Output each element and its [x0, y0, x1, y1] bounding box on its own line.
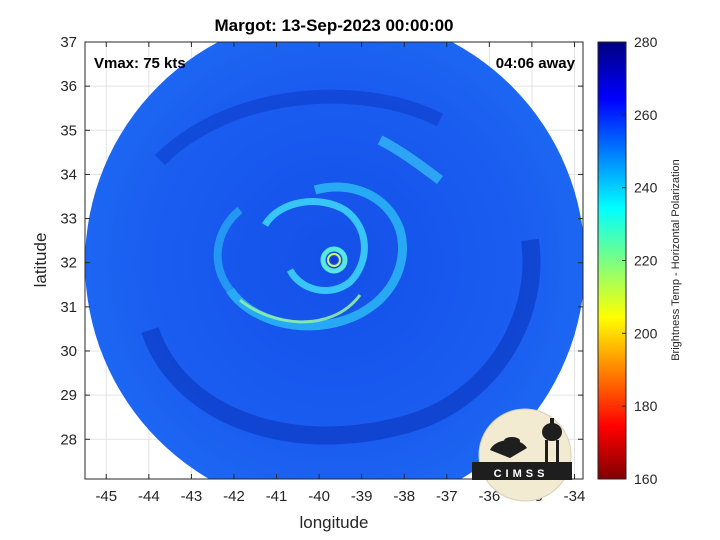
time-away-annotation: 04:06 away [496, 55, 576, 72]
y-tick-label: 31 [60, 299, 77, 316]
southern-band [239, 294, 362, 324]
y-tick-label: 32 [60, 255, 77, 272]
colorbar-tick-label: 160 [634, 471, 658, 487]
x-tick-label: -43 [181, 488, 203, 505]
colorbar-tick-label: 240 [634, 180, 658, 196]
x-tick-label: -41 [266, 488, 288, 505]
y-tick-label: 35 [60, 122, 77, 139]
x-tick-label: -40 [308, 488, 330, 505]
y-tick-label: 29 [60, 387, 77, 404]
x-tick-label: -39 [351, 488, 373, 505]
y-tick-label: 30 [60, 343, 77, 360]
chart-title: Margot: 13-Sep-2023 00:00:00 [214, 16, 453, 35]
eye [330, 256, 338, 264]
x-axis-ticks: -45-44-43-42-41-40-39-38-37-36-35-34 [95, 42, 585, 505]
upper-dark-band [155, 89, 444, 165]
y-tick-label: 37 [60, 34, 77, 51]
northeast-convection [377, 135, 443, 185]
x-tick-label: -37 [436, 488, 458, 505]
outer-dark-band [141, 238, 541, 445]
vmax-annotation: Vmax: 75 kts [94, 55, 186, 72]
x-axis-label: longitude [299, 513, 368, 532]
colorbar-tick-label: 220 [634, 253, 658, 269]
y-tick-label: 36 [60, 78, 77, 95]
colorbar-label: Brightness Temp - Horizontal Polarizatio… [670, 159, 682, 361]
x-tick-label: -45 [95, 488, 117, 505]
x-tick-label: -34 [564, 488, 586, 505]
eyewall-inner [327, 253, 341, 267]
eyewall [320, 246, 348, 274]
colorbar-ticks: 160 180 200 220 240 260 280 [622, 34, 658, 487]
x-tick-label: -38 [393, 488, 415, 505]
y-axis-label: latitude [31, 233, 50, 288]
spiral-band-outer [226, 182, 408, 331]
colorbar [597, 41, 627, 480]
cimss-logo-text: CIMSS [494, 468, 549, 480]
colorbar-tick-label: 280 [634, 34, 658, 50]
spiral-band-west [213, 206, 243, 293]
cimss-logo: CIMSS [472, 408, 572, 502]
colorbar-tick-label: 200 [634, 325, 658, 341]
x-tick-label: -42 [223, 488, 245, 505]
y-tick-label: 34 [60, 166, 77, 183]
colorbar-tick-label: 180 [634, 398, 658, 414]
microwave-swath [85, 42, 583, 479]
y-tick-label: 28 [60, 431, 77, 448]
y-axis-ticks: 28 29 30 31 32 33 34 35 36 37 [60, 34, 583, 448]
colorbar-tick-label: 260 [634, 107, 658, 123]
x-tick-label: -44 [138, 488, 160, 505]
y-tick-label: 33 [60, 211, 77, 228]
spiral-band-inner [262, 198, 368, 294]
x-tick-label: -36 [479, 488, 501, 505]
axes-frame [84, 41, 584, 480]
